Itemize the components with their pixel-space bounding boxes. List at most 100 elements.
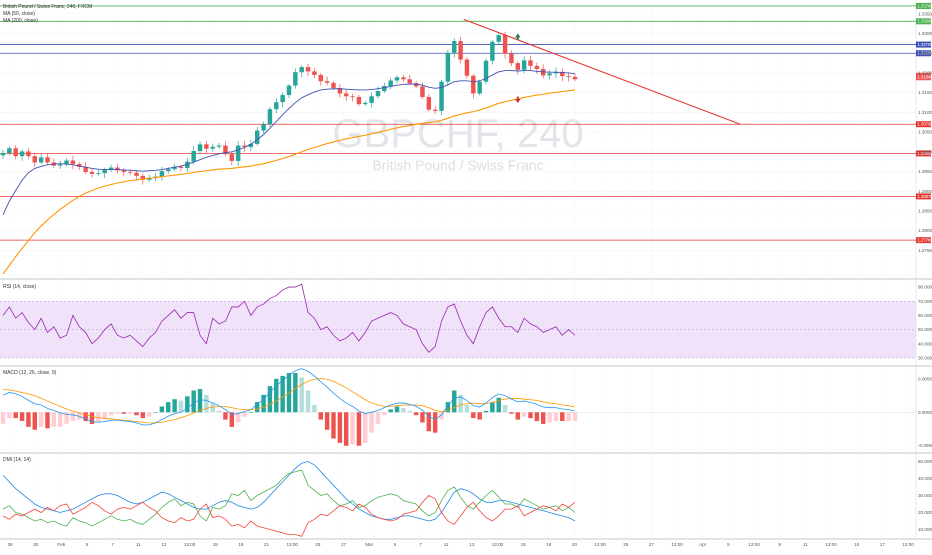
macd-histogram-bar [541,412,545,424]
candle-up [287,86,291,95]
candle-up [166,169,170,171]
macd-histogram-bar [376,412,380,424]
legend-ma200: MA (200, close) [3,18,38,24]
time-tick-label: 19 [238,542,244,547]
macd-histogram-bar [503,405,507,412]
macd-histogram-bar [433,412,437,432]
candle-up [522,60,526,69]
macd-histogram-bar [134,412,138,415]
time-tick-label: 11 [136,542,141,547]
price-tick-label: 1.33500 [918,11,932,16]
macd-histogram-bar [242,412,246,416]
macd-histogram-bar [33,412,37,429]
legend-rsi: RSI (14, close) [3,284,36,290]
time-tick-label: 13:00 [492,542,504,547]
macd-histogram-bar [388,409,392,412]
macd-histogram-bar [217,411,221,412]
price-tick-label: 1.30500 [918,130,932,135]
candle-down [350,96,354,97]
dmi-pane[interactable] [3,462,575,537]
macd-histogram-bar [401,408,405,412]
time-tick-label: 27 [649,542,655,547]
candle-up [268,109,272,124]
price-tick-label: 1.28500 [918,208,932,213]
time-tick-label: 30 [33,542,39,547]
candle-down [573,77,577,79]
rsi-tick-label: 80.0000 [918,285,932,290]
candle-up [280,95,284,102]
candle-down [312,71,316,75]
candle-up [497,35,501,42]
candle-down [503,35,507,54]
macd-histogram-bar [331,412,335,438]
candle-down [122,170,126,172]
macd-histogram-bar [26,412,30,427]
candle-down [33,156,37,162]
macd-histogram-bar [573,412,577,421]
time-tick-label: 19 [546,542,552,547]
macd-histogram-bar [312,405,316,412]
candle-up [274,102,278,109]
macd-histogram-bar [547,412,551,422]
price-tick-label: 1.29500 [918,169,932,174]
level-tag-label: 1.32700 [918,42,932,47]
trendline [464,19,740,124]
macd-histogram-bar [350,412,354,444]
level-tag-label: 1.27760 [918,238,932,243]
price-tick-label: 1.31500 [918,90,932,95]
macd-tick-label: 0.00000 [918,410,932,415]
candle-down [427,97,431,110]
watermark: GBPCHF, 240 British Pound / Swiss Franc [332,112,583,173]
macd-histogram-bar [344,412,348,445]
time-tick-label: 20 [572,542,578,547]
macd-histogram-bar [516,412,520,419]
macd-histogram-bar [204,395,208,412]
candle-down [71,161,75,165]
time-tick-label: 15 [213,542,219,547]
candle-down [319,75,323,81]
candle-down [306,67,310,71]
macd-pane[interactable] [0,369,916,446]
candle-up [388,80,392,86]
dmi-tick-label: 10.0000 [918,527,932,532]
price-tick-label: 1.33000 [918,31,932,36]
time-tick-label: 5 [86,542,89,547]
arrow-down-icon [515,96,521,103]
candle-down [344,93,348,96]
macd-histogram-bar [554,412,558,421]
time-tick-label: Apr [699,542,707,547]
dmi-tick-label: 50.0000 [918,459,932,464]
candle-up [369,96,373,103]
time-tick-label: 17 [880,542,886,547]
candle-up [96,173,100,174]
candle-up [363,103,367,104]
time-tick-label: 15 [521,542,527,547]
macd-histogram-bar [299,377,303,412]
candle-up [446,53,450,82]
di-minus-line [3,496,575,537]
price-tick-label: 1.32000 [918,70,932,75]
macd-histogram-bar [274,379,278,412]
candle-down [45,157,49,162]
macd-histogram-bar [179,401,183,413]
candle-down [420,86,424,97]
di-plus-line [3,470,575,526]
candle-up [299,67,303,72]
candle-up [191,151,195,162]
candle-down [528,60,532,66]
macd-histogram-bar [191,390,195,412]
rsi-pane[interactable] [0,284,916,358]
time-tick-label: 21 [264,542,270,547]
price-tick-label: 1.30000 [918,149,932,154]
candle-down [134,173,138,176]
level-tag-label: 1.28870 [918,194,932,199]
macd-histogram-bar [325,412,329,429]
candle-down [566,76,570,77]
candle-up [293,72,297,85]
macd-histogram-bar [490,402,494,412]
candle-down [230,154,234,161]
candle-down [516,63,520,70]
